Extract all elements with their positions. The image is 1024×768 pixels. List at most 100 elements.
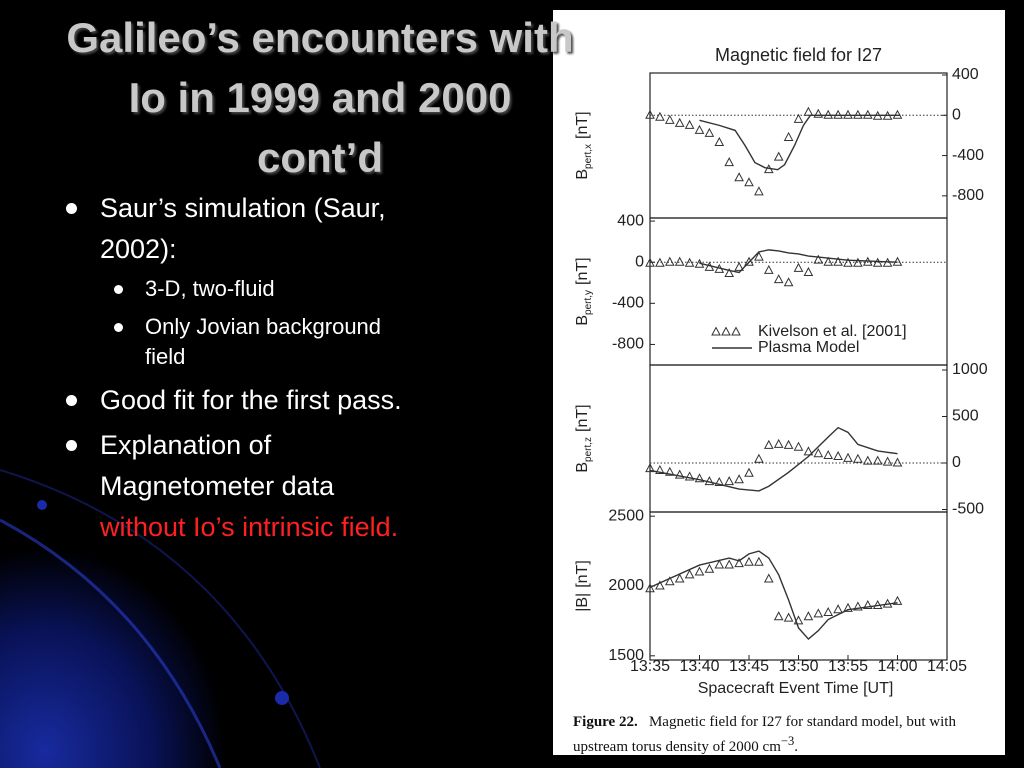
data-point: [853, 601, 863, 611]
y-tick-label: 2500: [608, 507, 644, 524]
y-axis-label: Bpert,z [nT]: [574, 404, 594, 472]
data-point: [843, 257, 853, 267]
data-point: [862, 599, 873, 610]
model-line: [699, 249, 898, 274]
data-point: [684, 569, 695, 579]
y-tick-label: -400: [612, 295, 644, 312]
data-point: [773, 611, 784, 621]
data-point: [645, 583, 655, 593]
data-point: [734, 261, 744, 271]
bullet: Saur’s simulation (Saur, 2002): 3-D, two…: [62, 188, 407, 372]
y-tick-label: -400: [952, 147, 984, 164]
y-tick-label: 500: [952, 408, 979, 425]
data-point: [674, 117, 685, 127]
data-point: [853, 257, 863, 267]
data-point: [872, 455, 883, 465]
y-tick-label: 400: [617, 212, 644, 229]
y-tick-label: -800: [952, 187, 984, 204]
data-point: [734, 172, 744, 182]
data-point: [645, 463, 655, 473]
x-tick-label: 14:00: [877, 658, 917, 675]
data-point: [664, 256, 675, 266]
data-point: [724, 267, 735, 278]
y-tick-label: -800: [612, 336, 644, 353]
data-point: [833, 256, 843, 266]
data-point: [763, 264, 774, 274]
data-point: [694, 124, 705, 134]
y-axis-label: Bpert,y [nT]: [574, 257, 594, 325]
y-tick-label: -500: [952, 501, 984, 518]
chart-title: Magnetic field for I27: [715, 45, 882, 65]
data-point: [684, 119, 695, 129]
legend-label: Plasma Model: [758, 339, 859, 356]
data-point: [853, 109, 863, 119]
y-axis-label: Bpert,x [nT]: [574, 111, 594, 179]
data-point: [724, 476, 735, 486]
data-point: [892, 595, 903, 605]
y-label-main: B: [574, 462, 591, 473]
legend-marker: [711, 326, 721, 336]
data-point: [813, 448, 824, 458]
data-point: [754, 556, 764, 566]
data-point: [744, 177, 754, 187]
y-label-main: B: [574, 169, 591, 180]
y-label-sub: pert,z: [583, 437, 594, 462]
bullet-list: Saur’s simulation (Saur, 2002): 3-D, two…: [62, 188, 407, 552]
data-point: [724, 157, 735, 167]
data-point: [763, 573, 774, 583]
model-line: [699, 114, 901, 171]
y-tick-label: 1000: [952, 361, 988, 378]
y-axis-label: |B| [nT]: [574, 560, 591, 612]
data-point: [783, 612, 794, 622]
data-point: [754, 453, 764, 463]
y-label-main: |B|: [574, 593, 591, 612]
data-point: [813, 108, 824, 118]
data-point: [754, 186, 764, 196]
data-point: [744, 556, 754, 566]
data-point: [704, 563, 715, 573]
caption-sup: −3: [780, 734, 795, 748]
data-point: [684, 471, 695, 481]
data-point: [793, 441, 804, 451]
highlight-text: without Io’s intrinsic field.: [100, 512, 399, 542]
data-point: [754, 251, 764, 261]
legend-label: Kivelson et al. [2001]: [758, 323, 907, 340]
y-label-sub: pert,y: [583, 290, 594, 315]
data-point: [744, 467, 754, 477]
data-point: [892, 109, 903, 119]
data-point: [862, 109, 873, 119]
data-point: [862, 455, 873, 465]
y-label-unit: [nT]: [574, 560, 591, 588]
figure-background: [553, 10, 1005, 755]
y-label-unit: [nT]: [574, 404, 591, 432]
data-point: [694, 566, 705, 576]
data-point: [714, 559, 725, 569]
data-point: [853, 453, 863, 463]
data-point: [793, 113, 804, 123]
data-point: [664, 466, 675, 476]
data-point: [674, 469, 685, 479]
data-point: [704, 476, 715, 486]
data-point: [744, 256, 754, 266]
data-point: [655, 257, 665, 267]
y-tick-label: 400: [952, 66, 979, 83]
data-point: [674, 573, 685, 583]
data-point: [882, 456, 893, 466]
data-point: [803, 611, 814, 621]
data-point: [813, 254, 824, 264]
data-point: [843, 109, 853, 119]
data-point: [813, 608, 824, 618]
x-axis-label: Spacecraft Event Time [UT]: [698, 680, 894, 697]
x-tick-label: 14:05: [927, 658, 967, 675]
data-point: [734, 474, 744, 484]
y-tick-label: 2000: [608, 577, 644, 594]
data-point: [823, 256, 834, 266]
data-point: [823, 449, 834, 460]
data-point: [833, 450, 843, 460]
data-point: [793, 262, 804, 272]
data-point: [664, 114, 675, 124]
x-tick-label: 13:35: [630, 658, 670, 675]
data-point: [724, 559, 735, 569]
x-tick-label: 13:40: [679, 658, 719, 675]
